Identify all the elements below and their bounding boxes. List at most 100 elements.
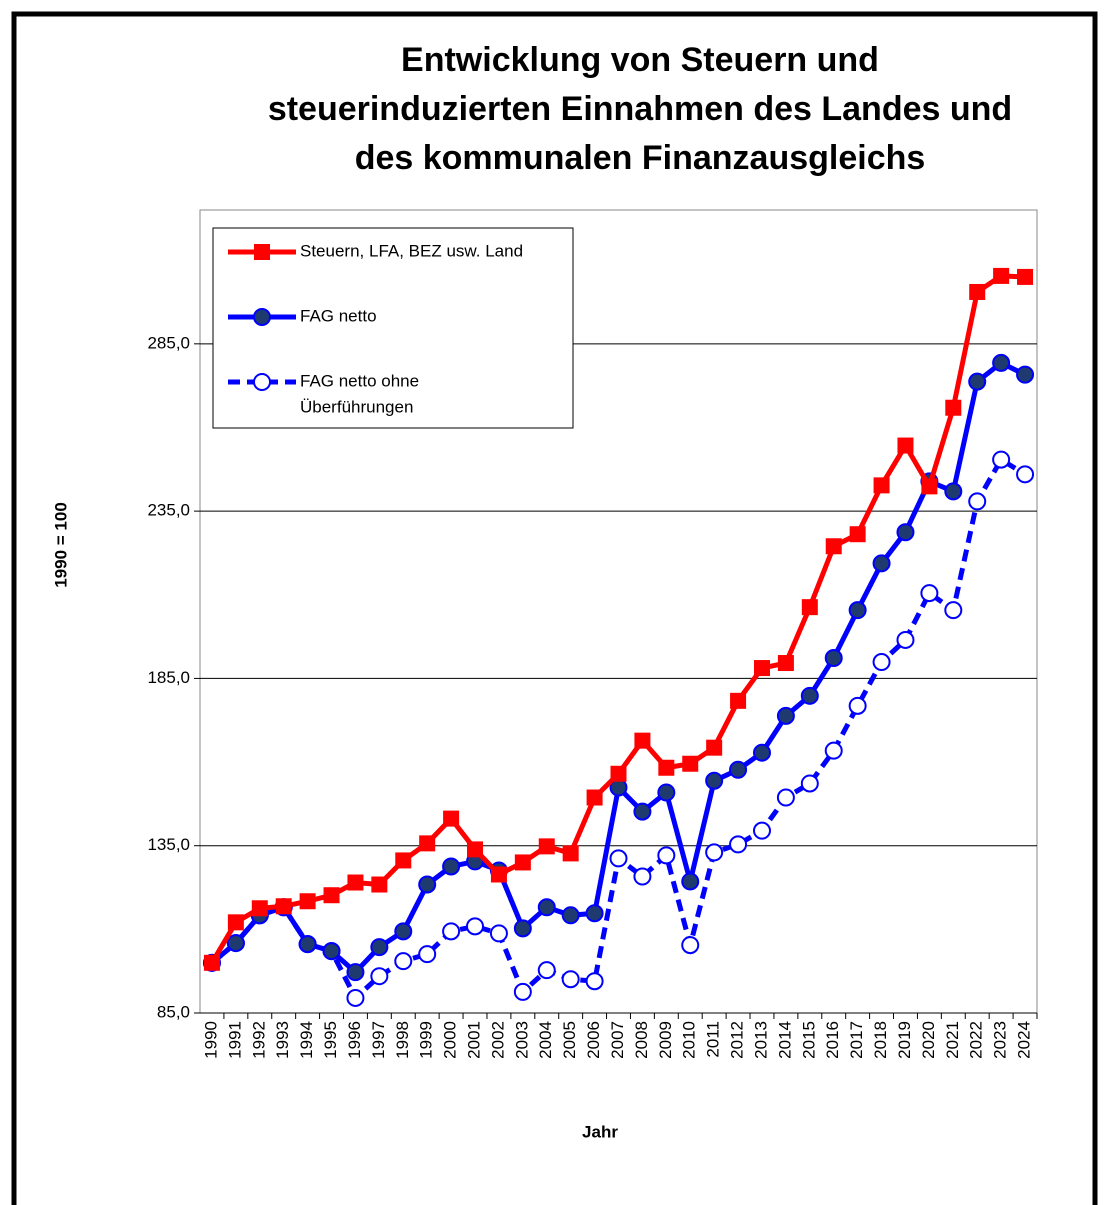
marker (872, 653, 891, 672)
marker (849, 526, 866, 543)
marker (993, 267, 1010, 284)
marker (253, 308, 271, 326)
marker (800, 774, 819, 793)
x-tick-label: 1991 (225, 1021, 244, 1059)
marker (897, 437, 914, 454)
marker (323, 887, 340, 904)
x-tick-label: 2014 (775, 1021, 794, 1059)
y-tick-label: 185,0 (147, 668, 190, 687)
marker (681, 872, 700, 891)
marker (945, 399, 962, 416)
marker (753, 660, 770, 677)
marker (514, 854, 531, 871)
x-tick-label: 2004 (536, 1021, 555, 1059)
marker (347, 874, 364, 891)
marker (729, 835, 748, 854)
marker (489, 924, 508, 943)
x-tick-label: 2023 (991, 1021, 1010, 1059)
legend-label: FAG netto ohne (300, 371, 419, 390)
marker (419, 835, 436, 852)
marker (394, 922, 413, 941)
marker (776, 706, 795, 725)
chart-title: Entwicklung von Steuern und (401, 41, 879, 79)
marker (896, 523, 915, 542)
marker (633, 802, 652, 821)
x-tick-label: 1998 (393, 1021, 412, 1059)
marker (944, 601, 963, 620)
x-tick-label: 2009 (656, 1021, 675, 1059)
marker (633, 867, 652, 886)
x-tick-label: 1999 (417, 1021, 436, 1059)
marker (1016, 465, 1035, 484)
marker (538, 838, 555, 855)
marker (537, 961, 556, 980)
y-tick-label: 85,0 (157, 1002, 190, 1021)
legend-box (212, 227, 574, 429)
x-tick-label: 2015 (799, 1021, 818, 1059)
marker (776, 788, 795, 807)
marker (752, 821, 771, 840)
marker (992, 353, 1011, 372)
marker (824, 649, 843, 668)
marker (682, 755, 699, 772)
marker (346, 963, 365, 982)
y-tick-label: 135,0 (147, 835, 190, 854)
marker (968, 372, 987, 391)
marker (848, 696, 867, 715)
legend-label: Steuern, LFA, BEZ usw. Land (300, 241, 523, 260)
marker (921, 478, 938, 495)
marker (298, 935, 317, 954)
x-tick-label: 2022 (967, 1021, 986, 1059)
marker (203, 954, 220, 971)
marker (513, 919, 532, 938)
marker (992, 450, 1011, 469)
chart-title: des kommunalen Finanzausgleichs (355, 139, 926, 177)
x-tick-label: 2018 (871, 1021, 890, 1059)
marker (561, 906, 580, 925)
marker (969, 283, 986, 300)
marker (322, 942, 341, 961)
marker (466, 917, 485, 936)
x-tick-label: 1997 (369, 1021, 388, 1059)
marker (920, 584, 939, 603)
marker (537, 898, 556, 917)
x-tick-label: 2021 (943, 1021, 962, 1059)
x-tick-label: 1995 (321, 1021, 340, 1059)
marker (848, 601, 867, 620)
marker (634, 732, 651, 749)
marker (825, 538, 842, 555)
marker (730, 692, 747, 709)
marker (824, 741, 843, 760)
marker (1017, 268, 1034, 285)
x-tick-label: 2016 (823, 1021, 842, 1059)
marker (275, 898, 292, 915)
x-tick-label: 1996 (345, 1021, 364, 1059)
x-tick-label: 2020 (919, 1021, 938, 1059)
legend-label: FAG netto (300, 306, 377, 325)
marker (442, 857, 461, 876)
marker (657, 846, 676, 865)
marker (513, 982, 532, 1001)
x-tick-label: 2005 (560, 1021, 579, 1059)
marker (226, 934, 245, 953)
x-tick-label: 2001 (464, 1021, 483, 1059)
marker (706, 739, 723, 756)
marker (681, 936, 700, 955)
x-tick-label: 2007 (608, 1021, 627, 1059)
marker (944, 482, 963, 501)
marker (1016, 365, 1035, 384)
marker (253, 373, 271, 391)
y-tick-label: 285,0 (147, 333, 190, 352)
x-tick-label: 2019 (895, 1021, 914, 1059)
x-tick-label: 2011 (704, 1021, 723, 1058)
x-tick-label: 2002 (488, 1021, 507, 1059)
marker (585, 904, 604, 923)
marker (872, 554, 891, 573)
marker (467, 841, 484, 858)
marker (609, 849, 628, 868)
x-tick-label: 2024 (1015, 1021, 1034, 1059)
marker (251, 900, 268, 917)
marker (968, 492, 987, 511)
marker (705, 771, 724, 790)
